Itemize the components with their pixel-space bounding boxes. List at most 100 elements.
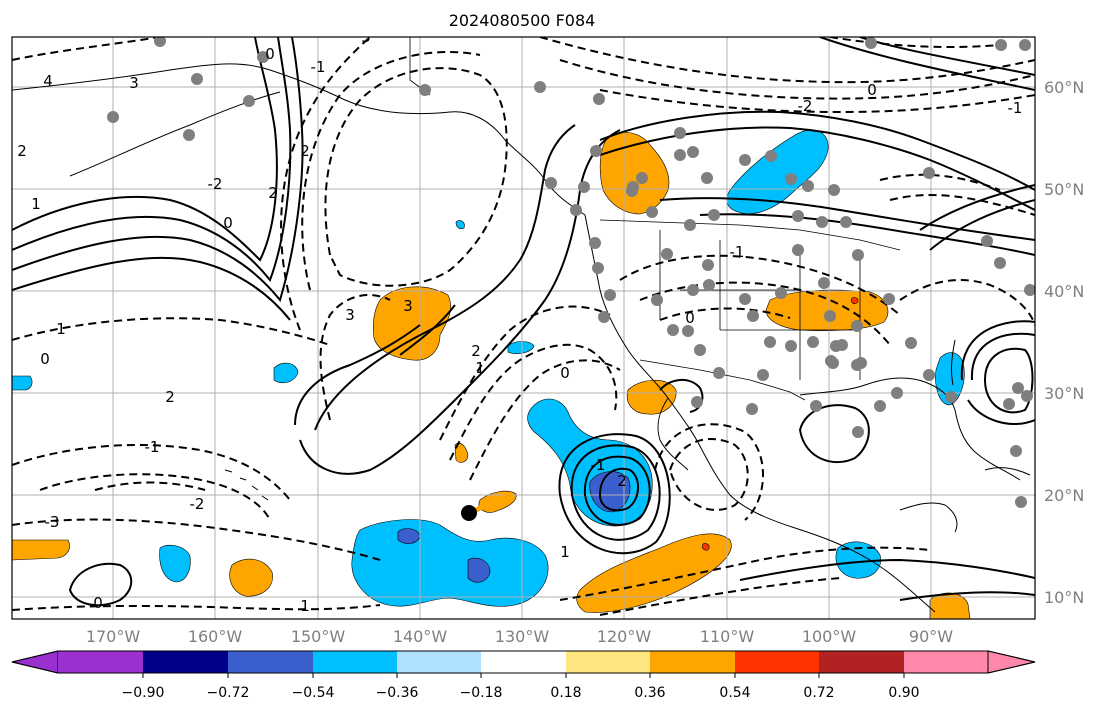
contour-solid-nw-2 (12, 37, 292, 282)
contour-solid-sw (68, 562, 133, 607)
station-dot (994, 257, 1006, 269)
longitude-label: 160°W (188, 627, 243, 646)
station-dot (687, 146, 699, 158)
station-dot (905, 337, 917, 349)
station-dot (682, 325, 694, 337)
contour-dashed-gulf-ak-2 (301, 51, 481, 291)
contour-solid-ridge-3 (294, 324, 421, 426)
gulf-ring-2 (970, 332, 1035, 381)
contour-dashed-north-2 (559, 59, 1035, 100)
latitude-label: 40°N (1044, 282, 1084, 301)
station-dot (667, 324, 679, 336)
station-dot (818, 277, 830, 289)
station-dot (604, 289, 616, 301)
station-dot (851, 320, 863, 332)
contour-dashed-tropics-east-1 (559, 546, 931, 601)
hawaii (224, 469, 269, 501)
station-dot (651, 294, 663, 306)
longitude-label: 110°W (700, 627, 755, 646)
station-dot (419, 84, 431, 96)
dark-blue-storm-core (589, 471, 631, 513)
colorbar (11, 650, 1036, 674)
colorbar-tick-label: 0.54 (719, 685, 750, 701)
storm-ring-3 (570, 444, 661, 541)
contour-solid-east-2 (929, 199, 1035, 251)
colorbar-segment (819, 651, 904, 673)
negative-anomaly-shading (12, 129, 965, 607)
contour-value-label: 2 (17, 142, 27, 160)
contour-dashed-trough-3 (439, 305, 611, 441)
colorbar-tick-label: 0.36 (634, 685, 665, 701)
orange-region-small (454, 442, 469, 463)
station-dot (827, 357, 839, 369)
colorbar-segment (397, 651, 481, 673)
blue-region-small-2 (507, 341, 535, 354)
contour-value-label: -1 (730, 243, 745, 261)
colorbar-segment (143, 651, 228, 673)
contour-dashed-north-3 (599, 89, 1035, 114)
station-dot (687, 284, 699, 296)
station-dot (874, 400, 886, 412)
station-dot (590, 145, 602, 157)
contour-dashed-gulf-ak-1 (324, 67, 508, 287)
station-dot (802, 180, 814, 192)
station-dot (765, 150, 777, 162)
blue-region-small-3 (159, 544, 191, 583)
contour-dashed-trough-1 (449, 343, 618, 461)
station-dot (747, 310, 759, 322)
station-dot (592, 262, 604, 274)
colorbar-tick-label: −0.90 (122, 685, 165, 701)
contour-dashed-south (12, 604, 381, 611)
latitude-label: 10°N (1044, 588, 1084, 607)
contour-solid-east-1 (919, 184, 1035, 231)
colorbar-segment (735, 651, 819, 673)
blue-region-canada (726, 129, 829, 215)
dark-blue-tropics-1 (467, 557, 491, 583)
station-dot (923, 167, 935, 179)
station-dot (1015, 496, 1027, 508)
west-coast-na (584, 214, 936, 613)
latitude-label: 30°N (1044, 384, 1084, 403)
contour-value-label: 2 (165, 388, 175, 406)
longitude-label: 140°W (393, 627, 448, 646)
red-spot-tropical (702, 543, 710, 551)
station-dot (792, 210, 804, 222)
station-dot (534, 81, 546, 93)
contour-dashed-sw-1 (319, 294, 391, 421)
station-dot (183, 129, 195, 141)
orange-region-w-edge (12, 539, 70, 561)
caribbean (984, 467, 1031, 476)
orange-region-tropical-west (229, 558, 273, 597)
contour-value-label: 0 (560, 364, 570, 382)
red-spot-central (851, 297, 859, 304)
contour-solid-north-3 (659, 197, 1035, 241)
colorbar-segment (228, 651, 313, 673)
station-dot (713, 367, 725, 379)
contour-dashed-north-4 (829, 37, 1001, 48)
contour-value-label: 2 (617, 472, 627, 490)
contour-value-label: 0 (223, 214, 233, 232)
contour-value-label: -1 (591, 456, 606, 474)
contour-dashed-gulf-ak-3 (280, 37, 371, 331)
contour-dashed-central-3 (659, 307, 791, 321)
station-dot (593, 93, 605, 105)
station-dot (739, 154, 751, 166)
colorbar-tick-label: −0.54 (292, 685, 335, 701)
contour-dashed-central-2 (639, 281, 891, 346)
station-dot (828, 184, 840, 196)
contour-value-label: 0 (867, 81, 877, 99)
colorbar-outline (11, 650, 1036, 674)
station-dot (570, 204, 582, 216)
dark-blue-tropics-2 (397, 528, 421, 544)
baja-coast (657, 397, 689, 471)
contour-dashed-north-1 (539, 37, 1035, 84)
station-dot (981, 235, 993, 247)
station-dot (154, 37, 166, 47)
station-dot (708, 209, 720, 221)
contour-solid-nw-4 (12, 256, 291, 321)
colorbar-segment (904, 651, 988, 673)
contour-value-label: -1 (1008, 99, 1023, 117)
station-dot (191, 73, 203, 85)
